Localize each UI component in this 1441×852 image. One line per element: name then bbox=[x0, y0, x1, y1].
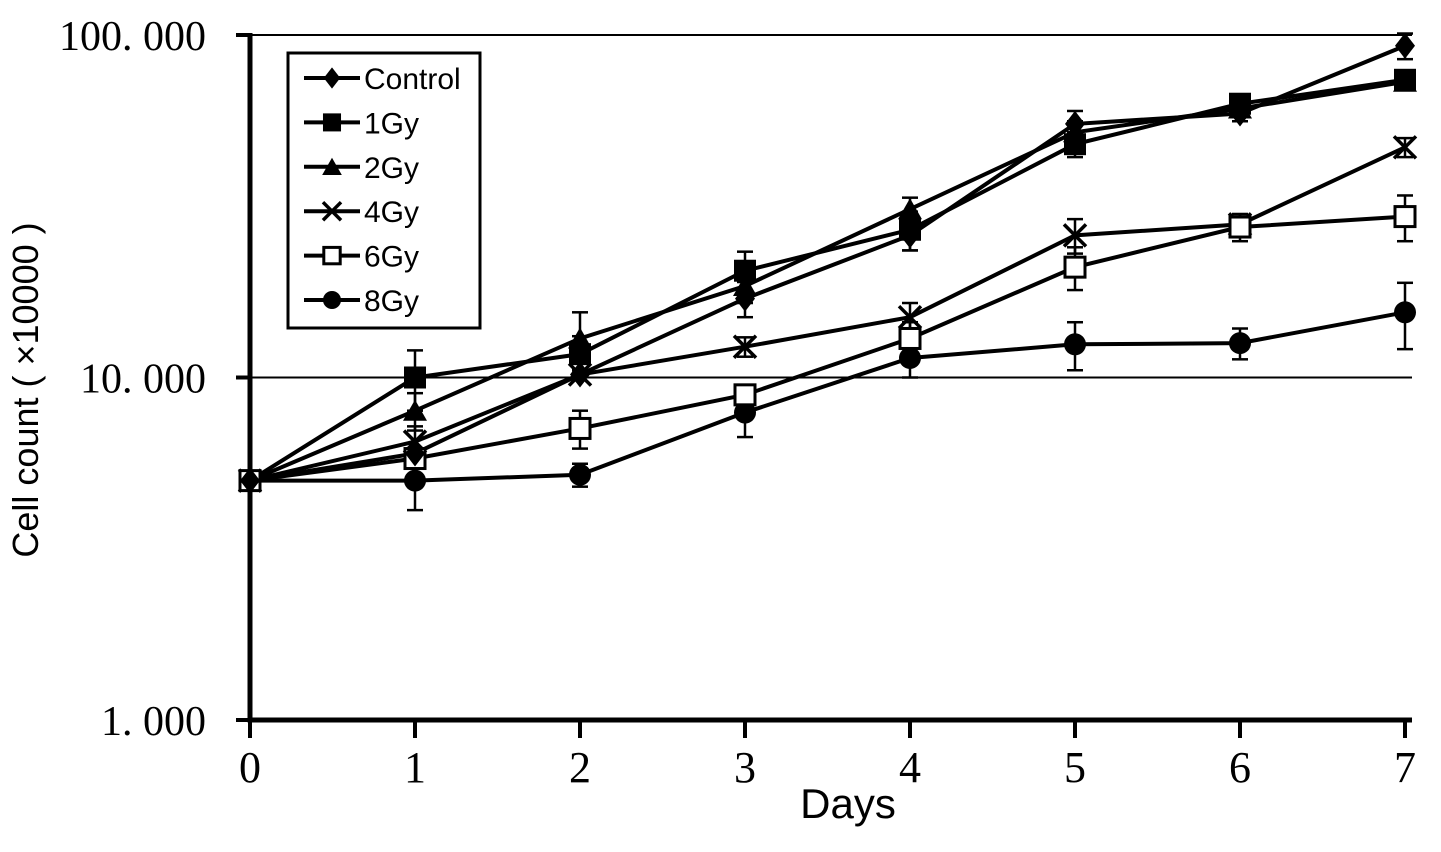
legend-box bbox=[286, 51, 482, 330]
marker-6Gy-day5 bbox=[1063, 255, 1087, 279]
legend-label-6Gy: 6Gy bbox=[364, 241, 419, 274]
marker-Control-day0 bbox=[240, 467, 260, 494]
series-line-8Gy bbox=[250, 310, 1406, 483]
x-tick-label-4: 4 bbox=[899, 743, 921, 792]
marker-4Gy-day3 bbox=[732, 334, 758, 359]
x-tick-label-5: 5 bbox=[1064, 743, 1086, 792]
legend: Control 1Gy 2Gy 4Gy 6Gy 8Gy bbox=[286, 51, 482, 330]
legend-marker-4Gy bbox=[321, 200, 343, 222]
series-line-Control bbox=[249, 43, 1406, 483]
legend-item-Control: Control bbox=[304, 63, 461, 96]
marker-4Gy-day7 bbox=[1392, 135, 1418, 160]
legend-item-6Gy: 6Gy bbox=[304, 241, 419, 274]
legend-label-4Gy: 4Gy bbox=[364, 196, 419, 229]
marker-6Gy-day7 bbox=[1393, 205, 1417, 229]
marker-8Gy-day2 bbox=[569, 463, 591, 486]
marker-Control-day7 bbox=[1395, 32, 1415, 59]
x-tick-label-0: 0 bbox=[239, 743, 261, 792]
marker-Control-day6 bbox=[1230, 100, 1250, 127]
x-tick-label-3: 3 bbox=[734, 743, 756, 792]
series-line-1Gy bbox=[248, 77, 1406, 483]
y-tick-label-10: 10. 000 bbox=[80, 357, 206, 403]
marker-Control-day1 bbox=[405, 440, 425, 467]
series-markers-Control bbox=[240, 32, 1415, 494]
y-axis-title: Cell count ( ×10000 ) bbox=[5, 222, 46, 557]
marker-2Gy-day4 bbox=[898, 198, 922, 220]
marker-4Gy-day4 bbox=[897, 304, 923, 330]
marker-8Gy-day1 bbox=[404, 469, 426, 492]
legend-marker-Control bbox=[323, 67, 341, 89]
marker-1Gy-day3 bbox=[734, 259, 756, 282]
legend-marker-6Gy bbox=[322, 245, 342, 266]
series-line-6Gy bbox=[249, 214, 1406, 483]
x-tick-label-7: 7 bbox=[1394, 743, 1416, 792]
marker-Control-day2 bbox=[570, 361, 590, 388]
marker-8Gy-day6 bbox=[1229, 332, 1251, 355]
marker-1Gy-day2 bbox=[569, 343, 591, 366]
legend-item-4Gy: 4Gy bbox=[304, 196, 419, 229]
legend-item-1Gy: 1Gy bbox=[304, 107, 419, 140]
legend-item-2Gy: 2Gy bbox=[304, 152, 419, 185]
y-tick-label-100: 100. 000 bbox=[59, 14, 206, 60]
marker-6Gy-day4 bbox=[898, 326, 922, 350]
marker-1Gy-day1 bbox=[404, 366, 426, 389]
marker-4Gy-day5 bbox=[1062, 223, 1088, 248]
marker-Control-day3 bbox=[735, 285, 755, 312]
x-tick-label-1: 1 bbox=[404, 743, 426, 792]
marker-8Gy-day4 bbox=[899, 347, 921, 370]
marker-8Gy-day5 bbox=[1064, 333, 1086, 356]
marker-2Gy-day1 bbox=[403, 399, 427, 421]
marker-1Gy-day5 bbox=[1064, 133, 1086, 156]
legend-marker-8Gy bbox=[322, 290, 342, 310]
marker-6Gy-day3 bbox=[733, 383, 757, 407]
marker-2Gy-day3 bbox=[733, 274, 757, 296]
series-line-4Gy bbox=[249, 145, 1406, 483]
marker-6Gy-day6 bbox=[1228, 215, 1252, 239]
marker-6Gy-day2 bbox=[568, 416, 592, 440]
marker-1Gy-day7 bbox=[1394, 68, 1416, 91]
x-tick-label-6: 6 bbox=[1229, 743, 1251, 792]
x-tick-label-2: 2 bbox=[569, 743, 591, 792]
legend-label-1Gy: 1Gy bbox=[364, 107, 419, 140]
y-tick-label-1: 1. 000 bbox=[101, 699, 206, 745]
series-markers-8Gy bbox=[239, 301, 1416, 492]
legend-marker-2Gy bbox=[322, 157, 342, 175]
marker-Control-day5 bbox=[1065, 110, 1085, 137]
x-axis-title: Days bbox=[800, 780, 896, 827]
legend-label-2Gy: 2Gy bbox=[364, 152, 419, 185]
marker-8Gy-day3 bbox=[734, 401, 756, 424]
marker-Control-day4 bbox=[900, 222, 920, 249]
legend-marker-1Gy bbox=[322, 113, 342, 132]
legend-label-8Gy: 8Gy bbox=[364, 285, 419, 318]
legend-label-Control: Control bbox=[364, 63, 461, 96]
legend-item-8Gy: 8Gy bbox=[304, 285, 419, 318]
series-markers-layer bbox=[237, 32, 1418, 494]
marker-8Gy-day7 bbox=[1394, 301, 1416, 324]
